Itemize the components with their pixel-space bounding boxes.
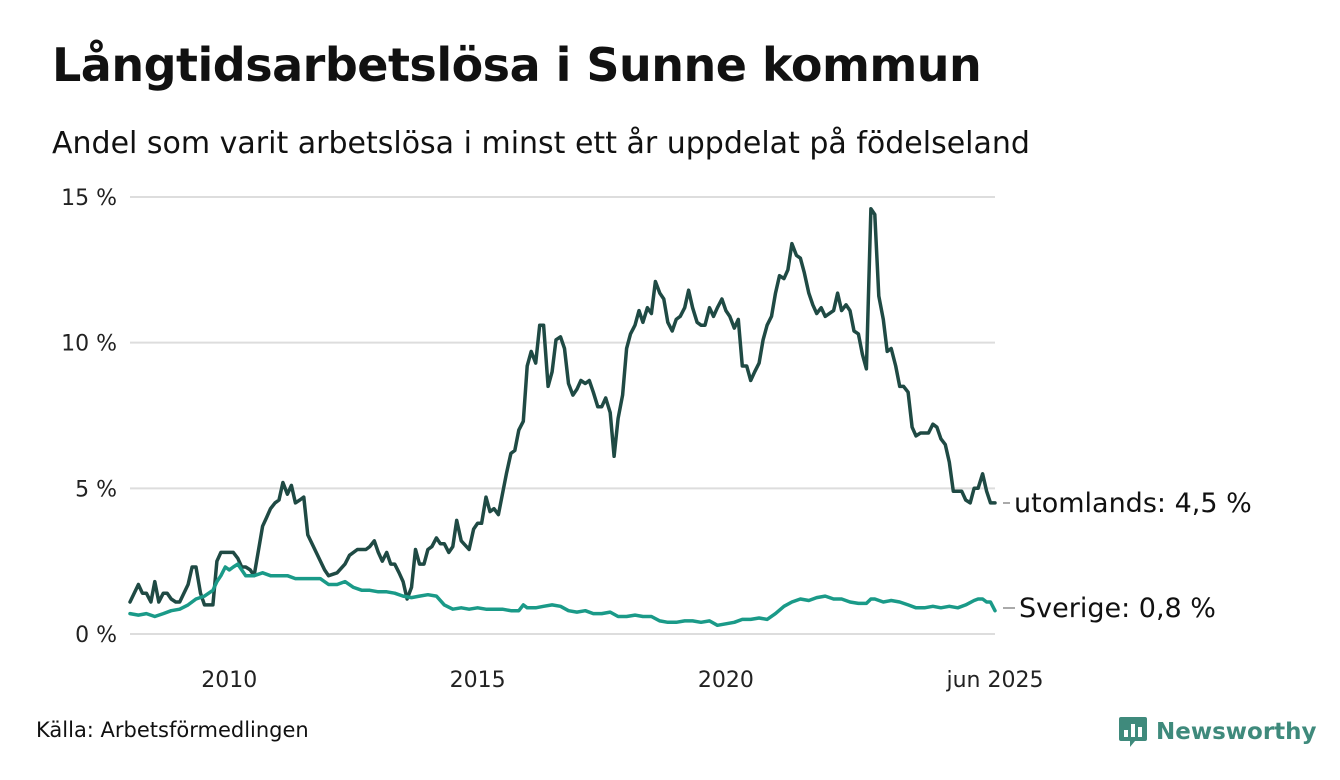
y-tick-label: 10 % [61,332,117,357]
series-lines [128,206,997,628]
newsworthy-logo-icon [1119,717,1147,747]
y-axis-tick-labels: 0 % 5 % 10 % 15 % [61,186,117,648]
brand-logo[interactable]: Newsworthy [1118,712,1317,752]
series-end-label-sverige: Sverige: 0,8 % [1019,593,1216,624]
y-tick-label: 5 % [75,477,117,502]
x-axis-tick-labels: 2010 2015 2020 jun 2025 [201,668,1043,693]
x-tick-label: jun 2025 [946,668,1044,693]
chart-title: Långtidsarbetslösa i Sunne kommun [52,38,982,92]
series-end-label-utomlands: utomlands: 4,5 % [1014,488,1252,519]
x-tick-label: 2015 [450,668,506,693]
y-tick-label: 0 % [75,623,117,648]
x-tick-label: 2010 [201,668,257,693]
gridlines [130,196,995,635]
x-tick-label: 2020 [698,668,754,693]
source-credit: Källa: Arbetsförmedlingen [36,718,309,742]
brand-name: Newsworthy [1156,719,1317,745]
series-line-utomlands [128,206,997,607]
chart-subtitle: Andel som varit arbetslösa i minst ett å… [52,126,1030,161]
y-tick-label: 15 % [61,186,117,211]
series-line-sverige [128,562,997,628]
series-end-labels: utomlands: 4,5 % Sverige: 0,8 % [1003,488,1252,624]
